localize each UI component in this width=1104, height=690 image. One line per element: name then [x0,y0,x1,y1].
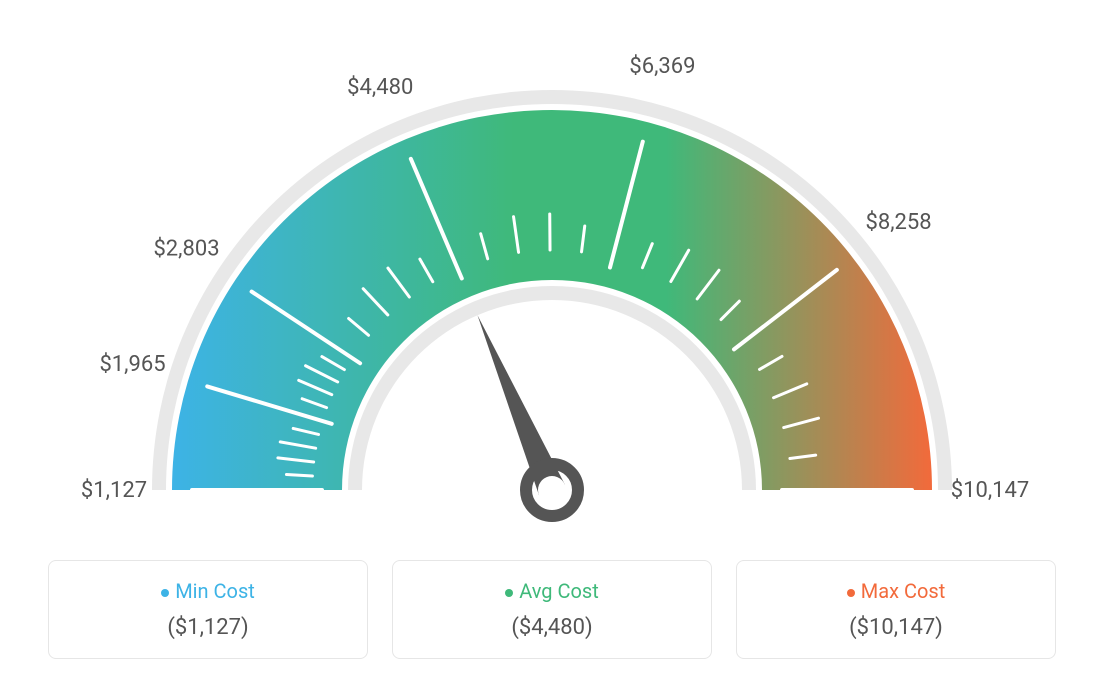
svg-text:$10,147: $10,147 [951,478,1030,503]
svg-text:$8,258: $8,258 [865,210,931,235]
dot-icon [505,589,513,597]
legend-avg-card: Avg Cost ($4,480) [392,560,712,659]
legend-min-label: Min Cost [65,579,351,603]
gauge-svg: $1,127 $1,965 $2,803 $4,480 $6,369 $8,258 $10,… [40,10,1064,550]
svg-text:$1,965: $1,965 [99,352,165,377]
legend-avg-value: ($4,480) [409,615,695,640]
legend-row: Min Cost ($1,127) Avg Cost ($4,480) Max … [40,560,1064,659]
dot-icon [847,589,855,597]
legend-min-card: Min Cost ($1,127) [48,560,368,659]
svg-text:$2,803: $2,803 [153,237,219,262]
svg-text:$6,369: $6,369 [629,54,695,79]
legend-min-value: ($1,127) [65,615,351,640]
legend-max-label: Max Cost [753,579,1039,603]
cost-gauge-container: $1,127 $1,965 $2,803 $4,480 $6,369 $8,258 $10,… [0,0,1104,690]
legend-max-text: Max Cost [861,579,946,603]
gauge-chart: $1,127 $1,965 $2,803 $4,480 $6,369 $8,258 $10,… [40,10,1064,550]
legend-max-value: ($10,147) [753,615,1039,640]
svg-text:$4,480: $4,480 [347,75,413,100]
dot-icon [161,589,169,597]
legend-avg-text: Avg Cost [519,579,599,603]
legend-avg-label: Avg Cost [409,579,695,603]
svg-text:$1,127: $1,127 [81,478,147,503]
legend-max-card: Max Cost ($10,147) [736,560,1056,659]
legend-min-text: Min Cost [175,579,255,603]
